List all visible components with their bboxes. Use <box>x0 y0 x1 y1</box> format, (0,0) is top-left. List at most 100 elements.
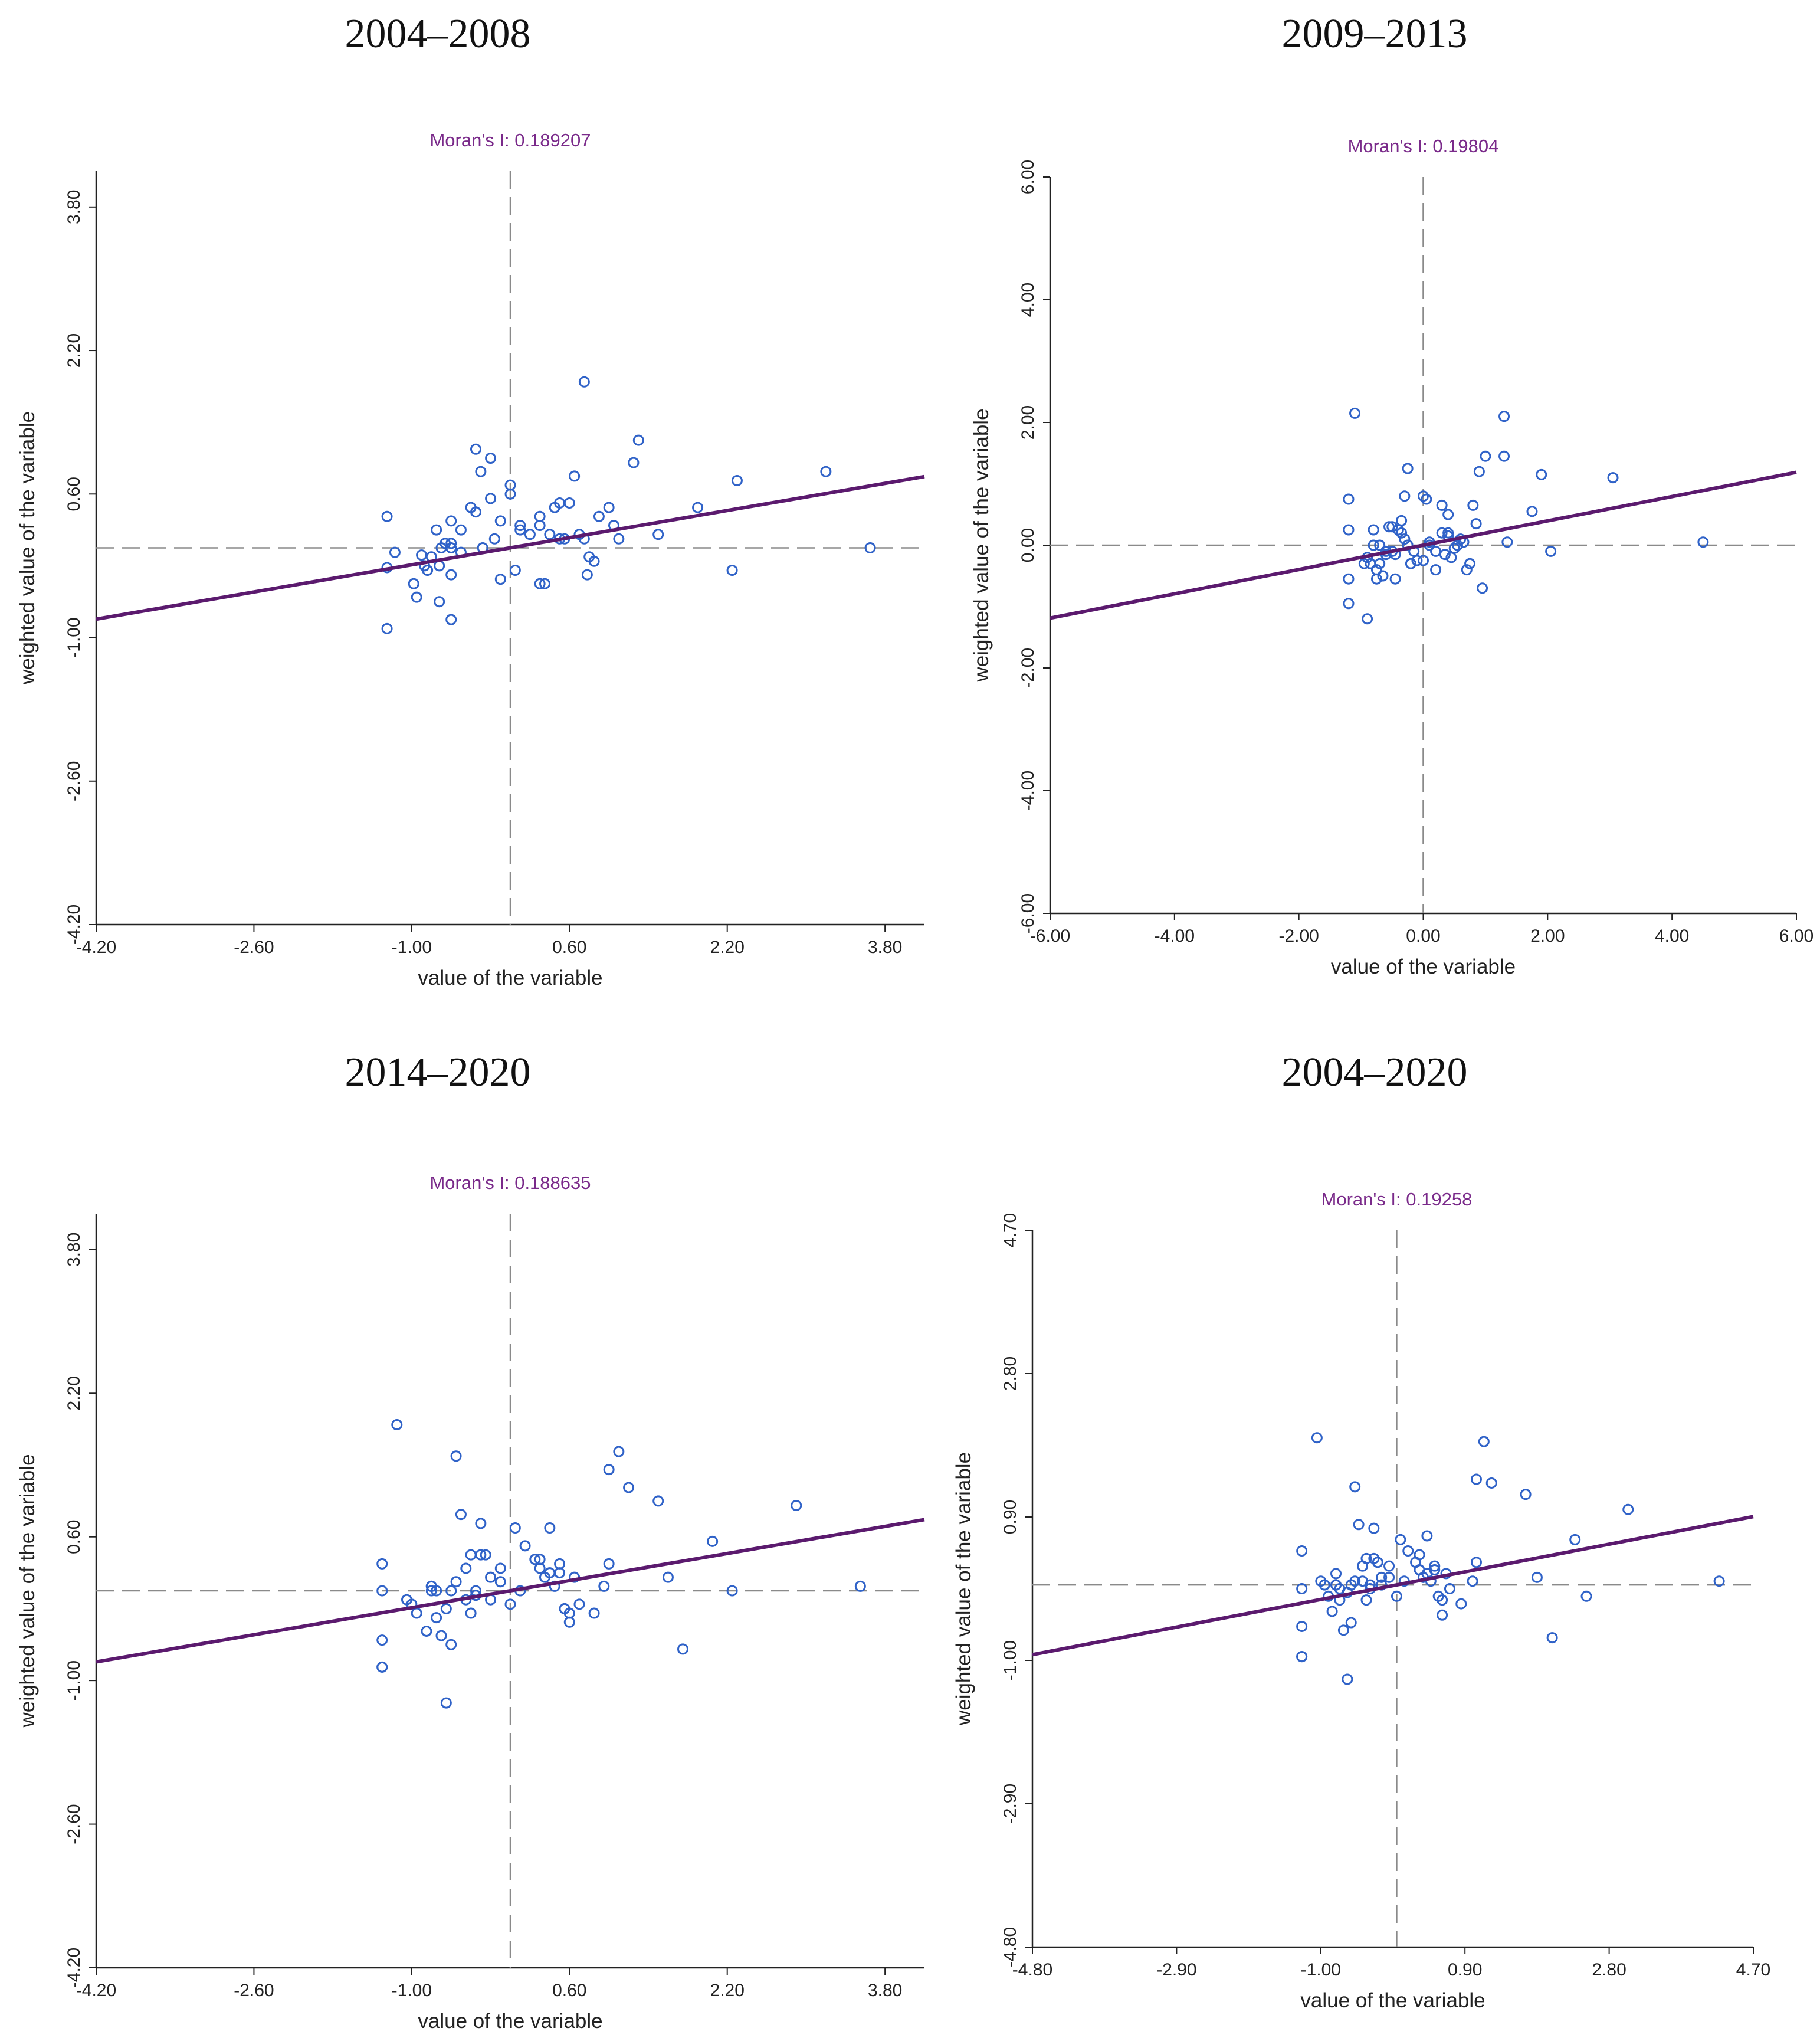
data-point <box>1383 1571 1395 1583</box>
data-point <box>1368 539 1379 551</box>
data-point <box>488 533 500 545</box>
data-point <box>1326 1606 1338 1617</box>
y-tick-label: 2.00 <box>1018 405 1038 440</box>
data-point <box>1467 499 1479 511</box>
data-point <box>1421 493 1432 505</box>
data-point <box>421 1625 432 1637</box>
y-tick-label: -4.80 <box>1001 1927 1020 1967</box>
x-axis-label: value of the variable <box>1331 955 1516 978</box>
data-point <box>434 596 445 608</box>
data-point <box>593 510 605 522</box>
data-point <box>1442 509 1454 520</box>
x-tick-label: -6.00 <box>1030 926 1070 946</box>
data-point <box>662 1571 674 1583</box>
data-point <box>1477 582 1488 594</box>
y-tick-label: -4.20 <box>64 1948 84 1988</box>
data-point <box>455 524 467 536</box>
x-tick-label: 0.00 <box>1406 926 1440 946</box>
data-point <box>1383 1560 1395 1572</box>
x-tick-label: 2.00 <box>1530 926 1565 946</box>
data-point <box>598 1580 610 1592</box>
data-point <box>1353 1519 1365 1531</box>
y-tick-label: 4.00 <box>1018 283 1038 317</box>
x-tick-label: -1.00 <box>1301 1960 1341 1980</box>
x-tick-label: -1.00 <box>392 1981 432 2000</box>
data-point <box>455 1509 467 1521</box>
data-point <box>588 555 600 567</box>
data-point <box>1376 1571 1388 1583</box>
x-tick-label: 4.70 <box>1736 1960 1770 1980</box>
data-point <box>408 578 419 589</box>
data-point <box>573 1598 585 1610</box>
data-point <box>494 1576 506 1588</box>
data-point <box>544 529 556 540</box>
data-point <box>726 565 738 576</box>
data-point <box>1470 1557 1482 1568</box>
data-point <box>1330 1579 1342 1591</box>
data-point <box>1429 1560 1441 1572</box>
data-point <box>1345 1579 1357 1591</box>
data-point <box>376 1585 388 1597</box>
data-point <box>1580 1590 1592 1602</box>
scatter-plot-2014-2020: -4.20 -2.60 -1.00 0.60 2.20 3.80 -4.20 -2.60 -1.… <box>16 1172 925 2033</box>
data-point <box>569 470 581 482</box>
panel-title: 2014–2020 <box>345 1050 531 1095</box>
data-point <box>692 502 704 513</box>
data-point <box>1467 1575 1478 1587</box>
y-tick-label: -2.90 <box>1001 1784 1020 1824</box>
data-point <box>1330 1568 1342 1580</box>
data-point <box>1345 1617 1357 1629</box>
data-point <box>534 510 546 522</box>
data-point <box>431 524 442 536</box>
data-point <box>1461 564 1473 576</box>
data-point <box>504 479 516 491</box>
x-tick-label: 0.90 <box>1448 1960 1482 1980</box>
data-point <box>445 569 457 581</box>
data-point <box>1622 1503 1634 1515</box>
data-point <box>1342 1673 1353 1685</box>
x-tick-label: -4.20 <box>76 1981 116 2000</box>
data-point <box>1498 450 1510 462</box>
data-point <box>1395 1534 1406 1545</box>
data-point <box>1436 499 1448 511</box>
x-tick-label: 2.80 <box>1592 1960 1626 1980</box>
data-point <box>460 1562 472 1574</box>
x-tick-label: 2.20 <box>710 1981 745 2000</box>
x-axis-label: value of the variable <box>418 2010 602 2033</box>
data-point <box>1418 555 1429 566</box>
x-tick-label: -2.90 <box>1156 1960 1196 1980</box>
data-point <box>731 474 743 486</box>
data-point <box>581 569 593 581</box>
data-point <box>494 1562 506 1574</box>
data-point <box>529 1554 541 1565</box>
data-point <box>554 497 566 509</box>
data-point <box>1402 1545 1414 1557</box>
data-point <box>1430 564 1442 576</box>
morans-i-label: Moran's I: 0.189207 <box>429 130 591 150</box>
data-point <box>509 1522 521 1534</box>
data-point <box>1421 1530 1433 1542</box>
data-point <box>440 1697 452 1709</box>
data-point <box>652 1495 664 1507</box>
data-point <box>1399 490 1411 502</box>
data-point <box>514 519 526 531</box>
panel-2014-2020: 2014–2020 -4.20 -2.60 -1.00 0.60 2.20 3.80 -4.… <box>16 1050 925 2033</box>
data-point <box>534 1562 546 1574</box>
data-point <box>1374 539 1386 551</box>
data-point <box>628 457 640 468</box>
y-tick-label: 3.80 <box>64 190 84 224</box>
data-point <box>1343 493 1355 505</box>
x-axis-label: value of the variable <box>1300 1989 1485 2012</box>
data-point <box>1470 1473 1482 1485</box>
y-axis-label: weighted value of the variable <box>16 1454 39 1728</box>
x-tick-label: 3.80 <box>868 1981 902 2000</box>
y-tick-label: -1.00 <box>64 617 84 657</box>
data-point <box>1368 524 1379 536</box>
data-point <box>544 1522 556 1534</box>
data-point <box>603 1558 615 1570</box>
data-point <box>854 1580 866 1592</box>
data-point <box>1473 466 1485 477</box>
data-point <box>1343 598 1355 610</box>
data-point <box>1386 521 1398 533</box>
